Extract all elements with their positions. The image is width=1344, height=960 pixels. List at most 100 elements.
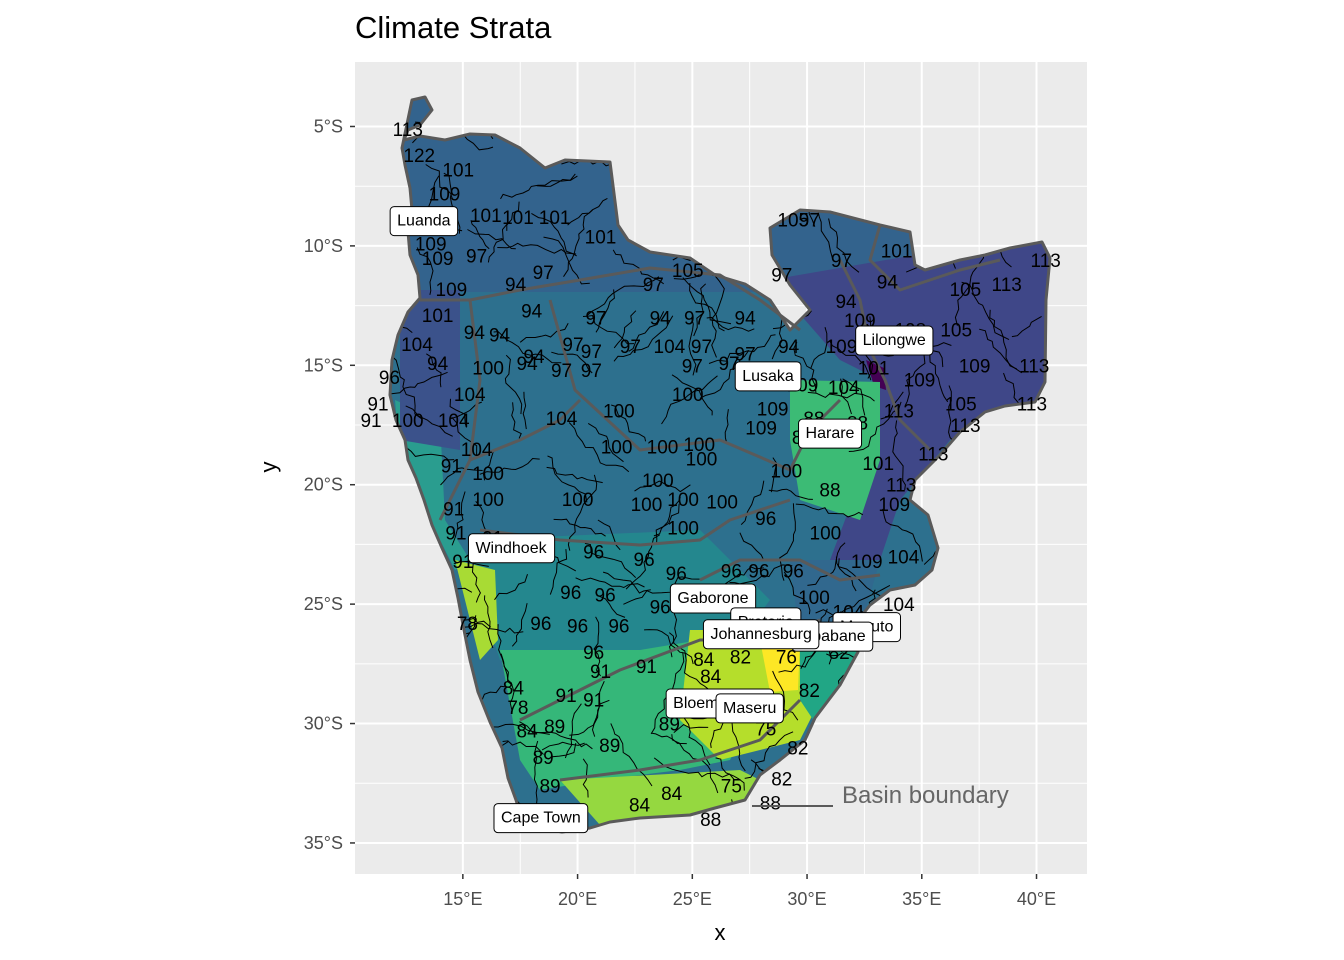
stratum-label: 101 — [862, 454, 894, 475]
stratum-label: 75 — [721, 777, 742, 798]
river-segment — [688, 317, 697, 376]
river-segment — [390, 371, 448, 395]
stratum-label: 84 — [700, 667, 722, 688]
stratum-label: 100 — [472, 490, 504, 511]
river-segment — [706, 316, 755, 332]
stratum-label: 96 — [748, 562, 769, 583]
legend-label: Basin boundary — [842, 782, 1009, 809]
river-segment — [699, 349, 750, 399]
city-name: Maseru — [723, 700, 776, 717]
city-label-box — [855, 325, 934, 356]
stratum-label: 113 — [886, 476, 916, 497]
river-segment — [602, 571, 651, 594]
river-segment — [549, 549, 568, 595]
x-tick-label: 20°E — [558, 889, 597, 909]
stratum-label: 100 — [771, 461, 803, 482]
stratum-label: 113 — [393, 120, 423, 141]
stratum-label: 88 — [700, 810, 721, 831]
city-label: Harare — [798, 418, 863, 449]
stratum-label: 84 — [661, 784, 683, 805]
stratum-label: 100 — [667, 490, 699, 511]
river-segment — [567, 474, 598, 551]
city-name: Luanda — [397, 213, 450, 230]
stratum-label: 100 — [562, 490, 594, 511]
stratum-label: 89 — [539, 777, 560, 798]
stratum-label: 105 — [950, 280, 982, 301]
river-segment — [795, 503, 864, 518]
stratum-label: 104 — [654, 337, 686, 358]
stratum-label: 94 — [523, 347, 545, 368]
stratum-label: 91 — [556, 686, 577, 707]
stratum-label: 75 — [755, 719, 776, 740]
city-label-box — [798, 418, 863, 449]
stratum-label: 122 — [403, 146, 435, 167]
river-segment — [828, 218, 860, 273]
stratum-label: 105 — [945, 395, 977, 416]
basin-boundary-zambezi-north — [469, 266, 801, 332]
stratum-label: 113 — [918, 445, 948, 466]
stratum-label: 113 — [1031, 251, 1061, 272]
stratum-label: 101 — [881, 242, 913, 263]
stratum-label: 109 — [422, 249, 454, 270]
river-segment — [807, 542, 846, 586]
river-segment — [482, 451, 494, 481]
stratum-label: 100 — [798, 588, 830, 609]
stratum-label: 96 — [583, 543, 604, 564]
stratum-label: 82 — [771, 769, 792, 790]
stratum-label: 78 — [457, 614, 478, 635]
city-label-box — [493, 803, 589, 834]
stratum-label: 97 — [771, 266, 792, 287]
river-segment — [584, 542, 637, 578]
river-segment — [531, 212, 577, 257]
stratum-label: 104 — [828, 378, 860, 399]
city-label-box — [715, 693, 784, 724]
stratum-label: 100 — [631, 495, 663, 516]
river-segment — [568, 422, 630, 473]
river-segment — [628, 311, 665, 352]
stratum-label: 76 — [776, 648, 797, 669]
stratum-label: 89 — [599, 736, 620, 757]
stratum-fill-east — [770, 230, 1050, 560]
stratum-label: 96 — [666, 564, 687, 585]
river-segment — [1011, 315, 1042, 338]
stratum-label: 96 — [783, 562, 804, 583]
river-segment — [793, 341, 817, 393]
river-segment — [961, 281, 1010, 341]
stratum-label: 96 — [755, 509, 776, 530]
river-segment — [511, 402, 522, 439]
stratum-label: 105 — [672, 261, 704, 282]
stratum-label: 82 — [730, 648, 751, 669]
stratum-label: 104 — [888, 547, 920, 568]
stratum-label: 100 — [706, 492, 738, 513]
river-segment — [563, 209, 593, 277]
stratum-label: 91 — [445, 523, 466, 544]
stratum-label: 94 — [650, 309, 672, 330]
stratum-label: 109 — [429, 184, 461, 205]
city-label-box — [702, 619, 820, 650]
city-label: Lusaka — [734, 361, 802, 392]
stratum-label: 109 — [826, 337, 858, 358]
river-segment — [653, 496, 681, 537]
river-segment — [829, 340, 872, 381]
stratum-label: 84 — [629, 796, 651, 817]
river-segment — [651, 732, 687, 745]
stratum-label: 109 — [436, 280, 468, 301]
city-name: Lilongwe — [863, 332, 926, 349]
river-segment — [729, 564, 793, 585]
stratum-label: 94 — [517, 354, 539, 375]
river-segment — [471, 556, 481, 603]
river-segment — [595, 289, 615, 333]
stratum-label: 94 — [427, 354, 449, 375]
stratum-label: 100 — [667, 519, 699, 540]
stratum-label: 109 — [745, 418, 777, 439]
river-segment — [546, 466, 603, 484]
river-segment — [768, 488, 813, 500]
river-segment — [724, 409, 729, 444]
stratum-label: 97 — [533, 263, 554, 284]
stratum-label: 100 — [472, 464, 504, 485]
stratum-fill-east-coast — [800, 630, 860, 730]
stratum-label: 100 — [472, 359, 504, 380]
city-name: Harare — [806, 425, 855, 442]
stratum-label: 94 — [735, 309, 757, 330]
y-tick-label: 25°S — [304, 594, 343, 614]
